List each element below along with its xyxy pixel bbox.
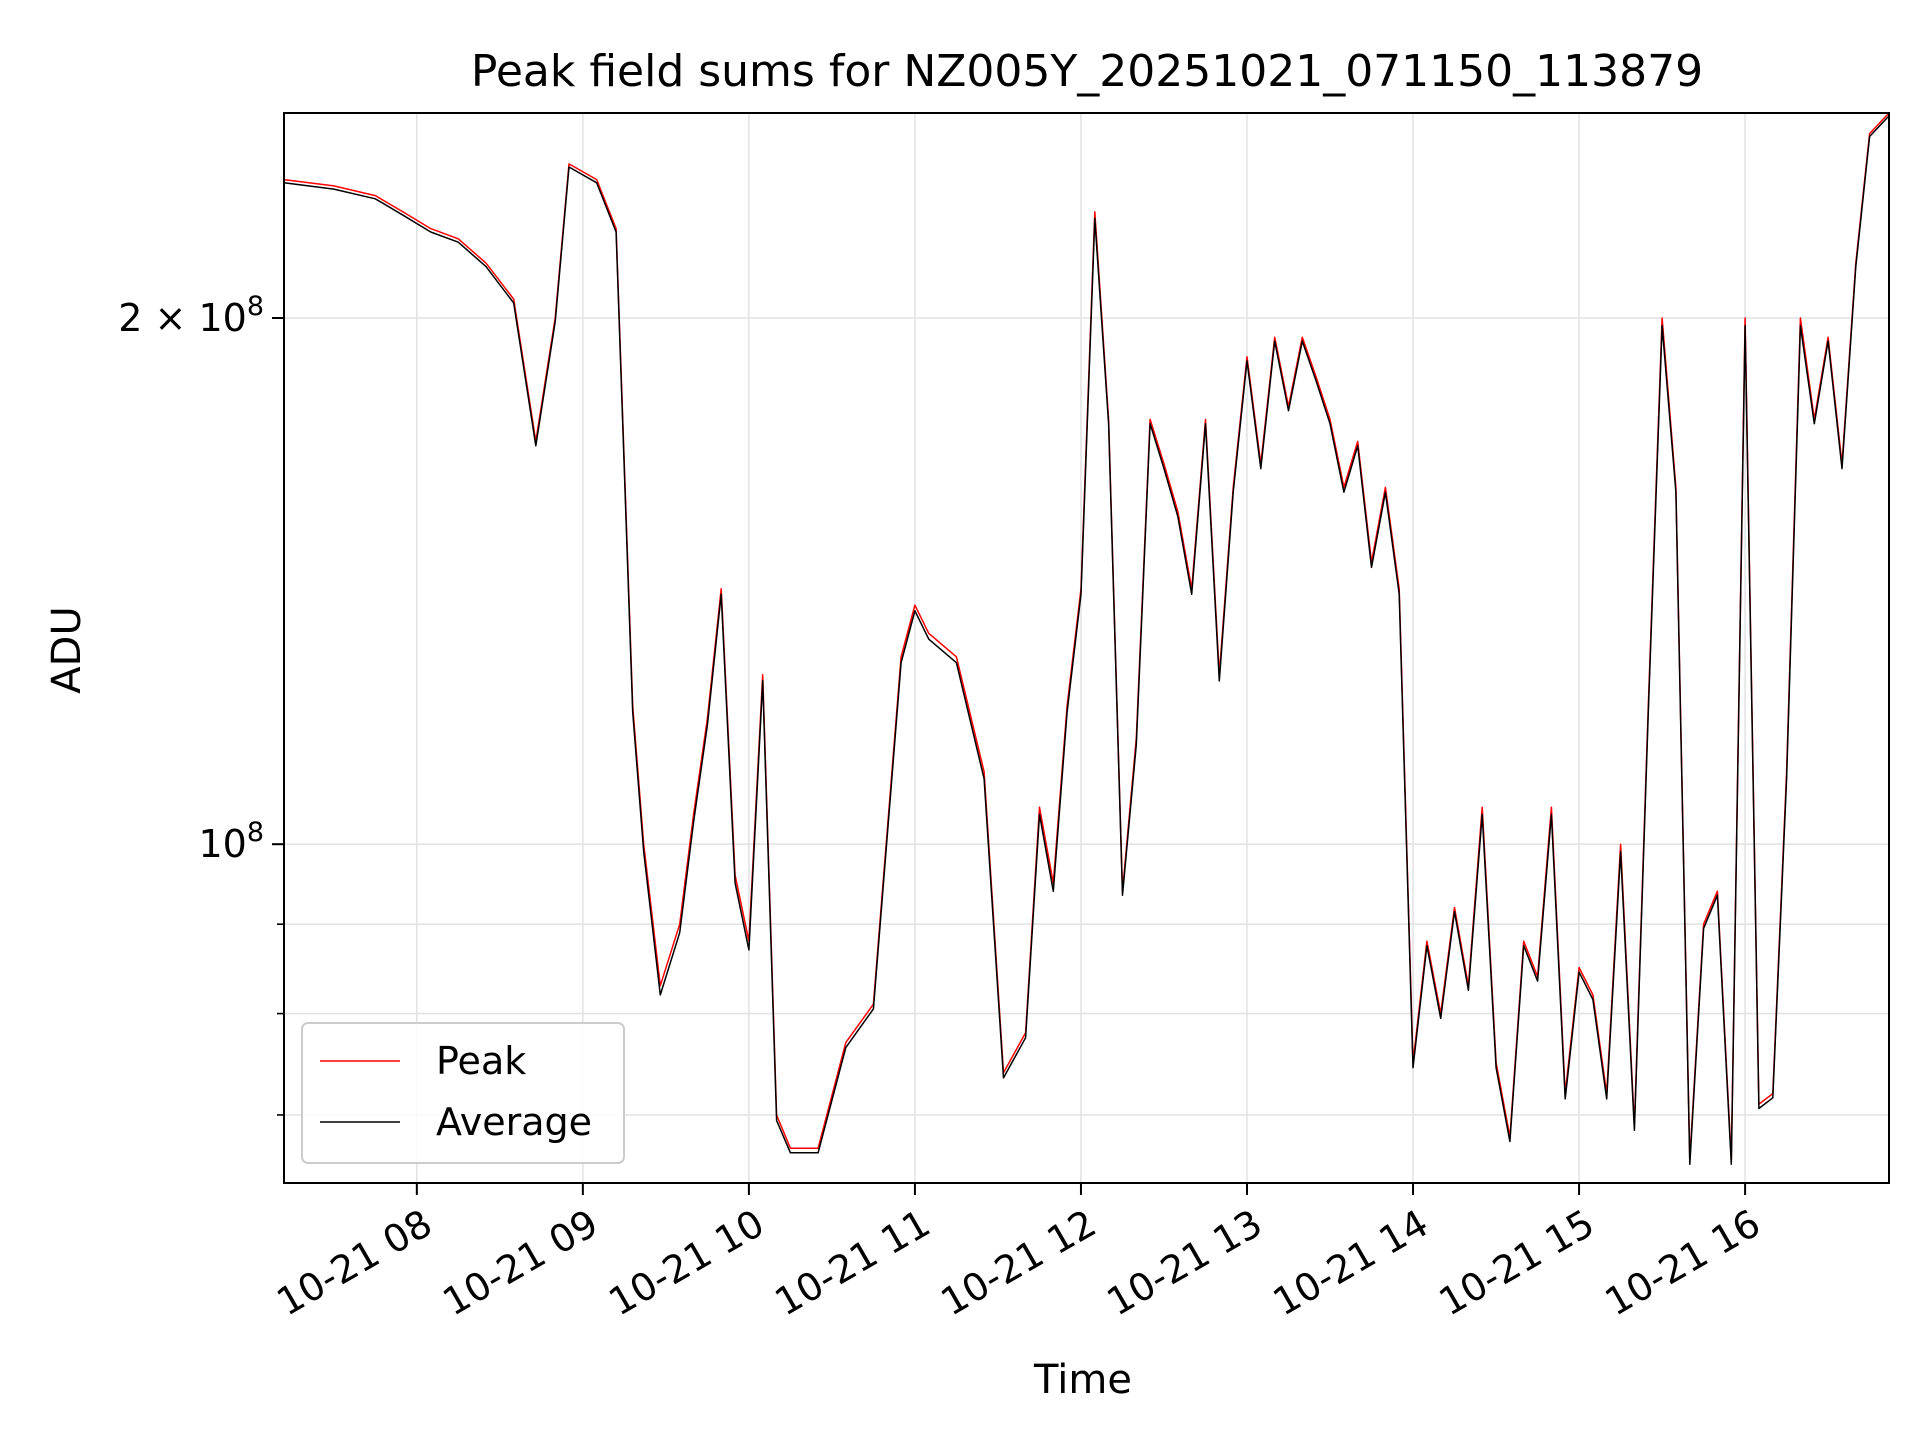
plot-frame	[283, 112, 1890, 1184]
y-tick-label: 2 × 108	[118, 291, 264, 340]
legend-label-average: Average	[436, 1100, 592, 1144]
legend-label-peak: Peak	[436, 1039, 526, 1083]
legend-frame	[301, 1022, 625, 1164]
legend: Peak Average	[301, 1022, 625, 1164]
x-axis-label: Time	[1033, 1357, 1132, 1403]
chart-title: Peak field sums for NZ005Y_20251021_0711…	[471, 46, 1703, 97]
y-axis-label: ADU	[44, 606, 90, 693]
series-line-average	[283, 115, 1890, 1166]
series-lines	[283, 112, 1890, 1166]
